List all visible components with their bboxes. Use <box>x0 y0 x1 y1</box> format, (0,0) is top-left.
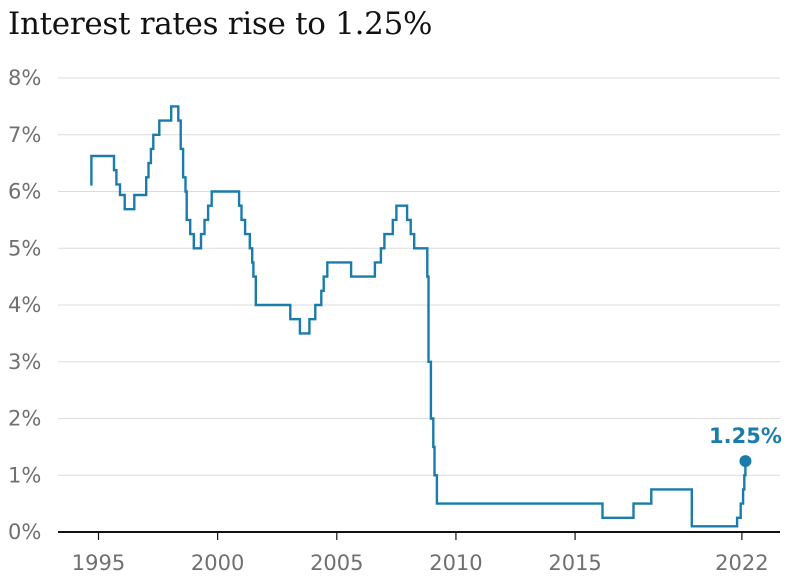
y-tick-label: 0% <box>8 520 41 544</box>
end-value-label: 1.25% <box>709 424 782 448</box>
bank-rate-line <box>90 105 747 528</box>
annotation-layer: 1.25% <box>709 424 782 468</box>
y-tick-label: 6% <box>8 180 41 204</box>
x-tick-label: 2015 <box>548 551 601 575</box>
grid-lines <box>58 77 780 533</box>
y-tick-label: 1% <box>8 463 41 487</box>
y-tick-label: 7% <box>8 123 41 147</box>
x-tick-label: 2000 <box>191 551 244 575</box>
x-tick-label: 2022 <box>715 551 768 575</box>
x-tick-label: 2010 <box>429 551 482 575</box>
end-point-marker <box>739 455 752 468</box>
chart-title: Interest rates rise to 1.25% <box>8 6 433 42</box>
y-tick-label: 2% <box>8 407 41 431</box>
y-tick-label: 5% <box>8 236 41 260</box>
x-axis: 1995 2000 2005 2010 2015 2022 <box>72 532 769 575</box>
y-tick-label: 4% <box>8 293 41 317</box>
series-layer <box>90 105 747 528</box>
y-axis: 0% 1% 2% 3% 4% 5% 6% 7% 8% <box>8 66 41 544</box>
x-tick-label: 2005 <box>310 551 363 575</box>
x-tick-label: 1995 <box>72 551 125 575</box>
y-tick-label: 8% <box>8 66 41 90</box>
y-tick-label: 3% <box>8 350 41 374</box>
